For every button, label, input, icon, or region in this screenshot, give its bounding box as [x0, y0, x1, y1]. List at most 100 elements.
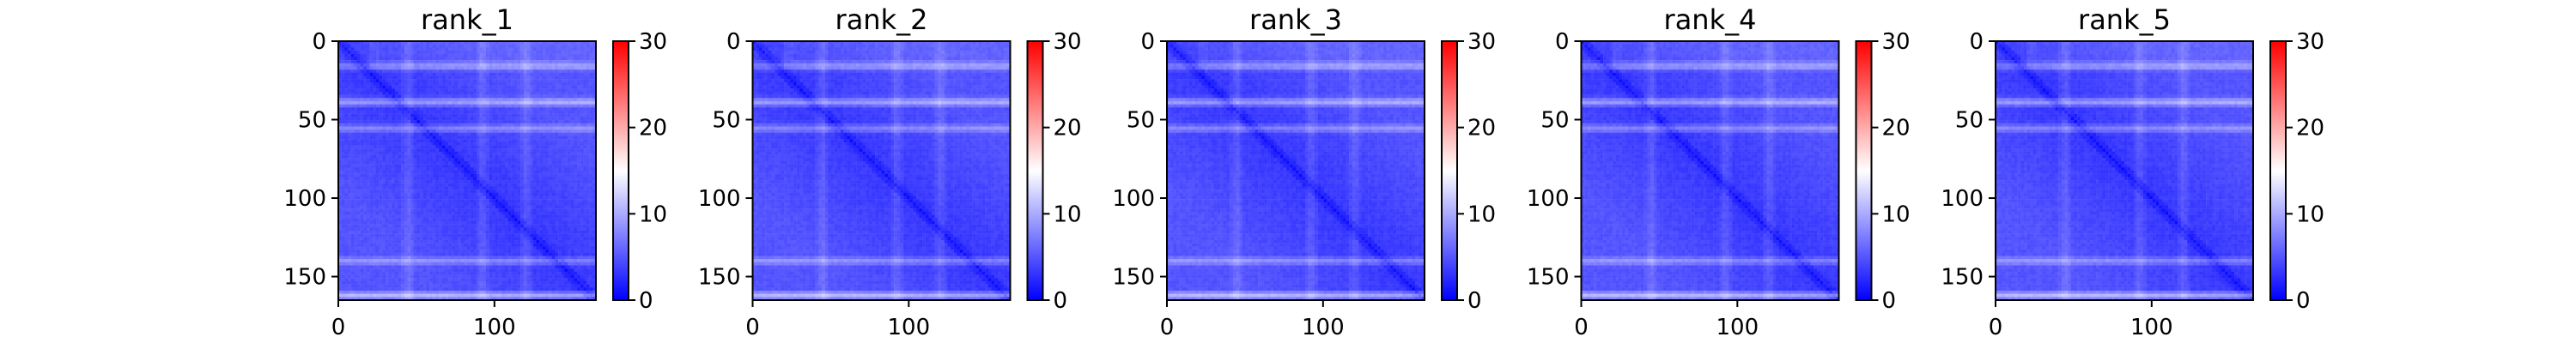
heatmap-cell-1-7-28 — [426, 63, 429, 67]
heatmap-cell-1-47-73 — [568, 190, 571, 193]
heatmap-cell-1-41-42 — [471, 171, 474, 174]
heatmap-cell-1-45-43 — [473, 184, 477, 187]
heatmap-cell-1-38-73 — [568, 161, 571, 165]
heatmap-cell-1-29-43 — [473, 133, 477, 136]
heatmap-cell-1-24-40 — [464, 117, 467, 120]
heatmap-cell-1-32-59 — [524, 142, 527, 146]
heatmap-cell-1-47-13 — [380, 190, 383, 193]
heatmap-cell-1-55-48 — [489, 215, 493, 219]
heatmap-cell-1-15-18 — [395, 88, 398, 92]
heatmap-cell-1-46-10 — [370, 186, 374, 190]
heatmap-cell-1-26-77 — [580, 123, 584, 127]
heatmap-cell-1-24-30 — [433, 117, 436, 120]
heatmap-cell-1-35-20 — [401, 152, 404, 155]
heatmap-cell-1-36-64 — [539, 155, 543, 159]
heatmap-cell-1-39-7 — [361, 165, 364, 168]
heatmap-cell-1-2-18 — [395, 47, 398, 51]
heatmap-cell-1-51-66 — [545, 202, 549, 206]
heatmap-cell-1-29-64 — [539, 133, 543, 136]
heatmap-cell-1-54-14 — [382, 212, 386, 215]
heatmap-cell-1-34-9 — [367, 148, 370, 152]
heatmap-cell-1-23-7 — [361, 114, 364, 117]
heatmap-cell-1-5-50 — [495, 57, 499, 60]
heatmap-cell-1-26-59 — [524, 123, 527, 127]
heatmap-cell-1-41-21 — [404, 171, 408, 174]
heatmap-cell-1-20-73 — [568, 105, 571, 108]
heatmap-cell-1-28-4 — [351, 129, 355, 133]
heatmap-cell-1-30-8 — [363, 135, 367, 139]
heatmap-cell-1-5-20 — [401, 57, 404, 60]
heatmap-cell-1-38-74 — [571, 161, 574, 165]
heatmap-cell-1-58-6 — [357, 225, 361, 228]
heatmap-cell-1-29-45 — [480, 133, 483, 136]
heatmap-cell-1-42-75 — [574, 174, 577, 178]
heatmap-cell-1-28-77 — [580, 129, 584, 133]
heatmap-cell-1-34-39 — [461, 148, 465, 152]
heatmap-cell-1-48-6 — [357, 193, 361, 196]
heatmap-cell-1-26-47 — [486, 123, 489, 127]
heatmap-cell-1-34-11 — [373, 148, 376, 152]
heatmap-cell-1-27-44 — [477, 126, 480, 129]
heatmap-cell-1-7-75 — [574, 63, 577, 67]
heatmap-cell-1-41-14 — [382, 171, 386, 174]
heatmap-cell-1-53-21 — [404, 208, 408, 212]
heatmap-cell-1-24-52 — [501, 117, 505, 120]
heatmap-cell-1-42-60 — [527, 174, 531, 178]
heatmap-cell-1-23-33 — [442, 114, 446, 117]
heatmap-cell-1-35-50 — [495, 152, 499, 155]
heatmap-cell-1-13-3 — [348, 82, 351, 86]
heatmap-cell-1-36-59 — [524, 155, 527, 159]
heatmap-cell-1-14-22 — [407, 86, 410, 89]
heatmap-cell-1-10-38 — [458, 73, 461, 76]
heatmap-cell-1-36-76 — [577, 155, 580, 159]
heatmap-cell-1-10-46 — [483, 73, 486, 76]
heatmap-cell-1-56-18 — [395, 218, 398, 221]
heatmap-cell-1-5-19 — [398, 57, 402, 60]
heatmap-cell-1-46-54 — [508, 186, 512, 190]
heatmap-cell-1-44-17 — [392, 180, 395, 184]
heatmap-cell-1-26-73 — [568, 123, 571, 127]
heatmap-cell-1-17-35 — [448, 95, 452, 99]
heatmap-cell-1-56-47 — [486, 218, 489, 221]
heatmap-cell-1-45-60 — [527, 184, 531, 187]
heatmap-cell-1-11-16 — [389, 76, 392, 80]
heatmap-cell-1-5-64 — [539, 57, 543, 60]
heatmap-cell-1-32-52 — [501, 142, 505, 146]
heatmap-cell-1-13-44 — [477, 82, 480, 86]
heatmap-cell-1-12-35 — [448, 79, 452, 82]
heatmap-cell-1-41-25 — [416, 171, 420, 174]
heatmap-cell-1-49-51 — [499, 196, 502, 199]
heatmap-cell-1-49-52 — [501, 196, 505, 199]
heatmap-cell-1-24-47 — [486, 117, 489, 120]
heatmap-cell-1-3-5 — [354, 51, 357, 54]
heatmap-cell-1-4-45 — [480, 54, 483, 57]
heatmap-cell-1-14-75 — [574, 86, 577, 89]
heatmap-cell-1-28-29 — [429, 129, 433, 133]
heatmap-cell-1-10-58 — [520, 73, 524, 76]
heatmap-cell-1-58-70 — [558, 225, 562, 228]
heatmap-cell-1-1-29 — [429, 45, 433, 48]
heatmap-cell-1-33-59 — [524, 146, 527, 149]
heatmap-cell-1-36-32 — [439, 155, 442, 159]
heatmap-cell-1-60-6 — [357, 231, 361, 234]
heatmap-cell-1-35-8 — [363, 152, 367, 155]
heatmap-cell-1-21-20 — [401, 107, 404, 111]
heatmap-cell-1-49-32 — [439, 196, 442, 199]
heatmap-cell-1-60-12 — [376, 231, 380, 234]
heatmap-cell-1-34-8 — [363, 148, 367, 152]
heatmap-cell-1-9-67 — [549, 69, 552, 73]
heatmap-cell-1-54-69 — [555, 212, 558, 215]
heatmap-cell-1-32-28 — [426, 142, 429, 146]
heatmap-cell-1-53-63 — [536, 208, 539, 212]
heatmap-cell-1-2-11 — [373, 47, 376, 51]
heatmap-cell-1-13-39 — [461, 82, 465, 86]
heatmap-cell-1-39-3 — [348, 165, 351, 168]
heatmap-cell-1-22-9 — [367, 111, 370, 114]
heatmap-cell-1-44-38 — [458, 180, 461, 184]
heatmap-cell-1-24-26 — [420, 117, 423, 120]
heatmap-cell-1-1-1 — [342, 45, 345, 48]
heatmap-cell-1-21-63 — [536, 107, 539, 111]
heatmap-cell-1-15-65 — [543, 88, 546, 92]
heatmap-cell-1-54-75 — [574, 212, 577, 215]
heatmap-cell-1-19-41 — [467, 101, 471, 105]
